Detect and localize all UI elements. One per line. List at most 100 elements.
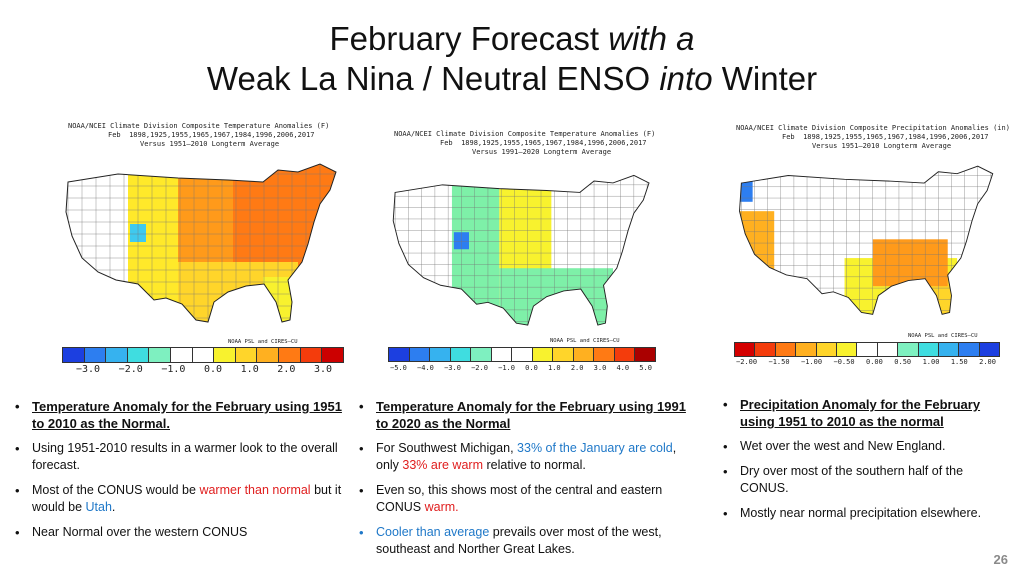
color-scale-cell	[573, 348, 595, 361]
color-scale-cell	[389, 348, 410, 361]
color-scale-tick-label: −1.0	[498, 364, 515, 372]
bullet-item: • Cooler than average prevails over most …	[359, 525, 662, 556]
color-scale-tick-label: 0.00	[866, 358, 883, 366]
column-heading: • Temperature Anomaly for the February us…	[15, 399, 342, 431]
color-scale-tick-label: 5.0	[639, 364, 652, 372]
color-scale-tick-label: 1.50	[950, 358, 968, 366]
mountain-region	[128, 164, 178, 322]
text-column-2: • Temperature Anomaly for the February us…	[356, 398, 701, 566]
color-scale-cell	[553, 348, 574, 361]
color-scale-cell	[816, 343, 837, 356]
color-scale-cell	[450, 348, 472, 361]
color-scale-cell	[171, 348, 193, 362]
map-panel-precipitation: NOAA/NCEI Climate Division Composite Pre…	[728, 120, 1010, 375]
color-scale-tick-label: 4.0	[616, 364, 630, 372]
map-header: Versus 1951–2010 Longterm Average	[140, 140, 280, 148]
map-header: NOAA/NCEI Climate Division Composite Tem…	[394, 130, 656, 138]
color-scale-cell	[235, 348, 258, 362]
color-scale-ticks: −2.00 −1.50 −1.00 −0.50 0.00 0.50 1.00 1.50 2.00	[736, 358, 996, 366]
text-column-1: • Temperature Anomaly for the February us…	[12, 398, 342, 549]
bullet-item: • Wet over the west and New England.	[723, 439, 946, 454]
map-header: Versus 1991–2020 Longterm Average	[472, 148, 612, 156]
map-header: NOAA/NCEI Climate Division Composite Tem…	[68, 122, 330, 130]
color-scale-cell	[409, 348, 431, 361]
map-panel-temp-1951: NOAA/NCEI Climate Division Composite Tem…	[58, 118, 348, 380]
color-scale-tick-label: −0.50	[833, 358, 855, 366]
color-scale-bar	[734, 342, 1000, 357]
color-scale-tick-label: −2.00	[736, 358, 758, 366]
color-scale-cell	[471, 348, 492, 361]
us-map-precipitation-anomaly	[739, 165, 994, 315]
bullet-item: • For Southwest Michigan, 33% of the Janu…	[359, 441, 677, 472]
color-scale-tick-label: −4.0	[417, 364, 434, 372]
color-scale-tick-label: 2.0	[277, 364, 296, 375]
color-scale-cell	[898, 343, 919, 356]
color-scale-tick-label: 1.0	[547, 364, 561, 372]
northwest-region	[739, 173, 753, 202]
color-scale-ticks: −3.0 −2.0 −1.0 0.0 1.0 2.0 3.0	[76, 364, 332, 375]
color-scale-tick-label: −5.0	[390, 364, 407, 372]
color-scale-tick-label: 3.0	[593, 364, 607, 372]
color-scale-cell	[149, 348, 172, 362]
color-scale-cell	[322, 348, 343, 362]
color-scale-tick-label: −2.0	[471, 364, 488, 372]
color-scale-cell	[857, 343, 878, 356]
color-scale-cell	[594, 348, 615, 361]
us-map-temperature-anomaly	[65, 163, 337, 323]
color-scale-tick-label: −1.0	[161, 364, 186, 375]
column-heading: • Temperature Anomaly for the February us…	[359, 399, 686, 431]
color-scale-cell	[877, 343, 899, 356]
color-scale-tick-label: 0.0	[204, 364, 223, 375]
map-header: Feb 1898,1925,1955,1965,1967,1984,1996,2…	[440, 139, 647, 147]
column-heading: • Precipitation Anomaly for the February …	[723, 397, 981, 429]
bullet-item: • Even so, this shows most of the central…	[359, 483, 663, 514]
color-scale-tick-label: 3.0	[313, 364, 332, 375]
color-scale-ticks: −5.0 −4.0 −3.0 −2.0 −1.0 0.0 1.0 2.0 3.0 4.0 5.0	[390, 364, 652, 372]
color-scale-cell	[796, 343, 817, 356]
color-scale-cell	[836, 343, 858, 356]
color-scale-cell	[755, 343, 776, 356]
color-scale-cell	[735, 343, 756, 356]
map-panel-temp-1991: NOAA/NCEI Climate Division Composite Tem…	[380, 126, 665, 381]
florida-region	[263, 277, 303, 322]
color-scale-cell	[63, 348, 85, 362]
color-scale-tick-label: 0.0	[525, 364, 538, 372]
color-scale-cell	[491, 348, 513, 361]
southeast-region	[872, 239, 948, 287]
map-credit: NOAA PSL and CIRES–CU	[550, 338, 620, 344]
color-scale-cell	[192, 348, 215, 362]
slide-title-line-2: Weak La Nina / Neutral ENSO into Winter	[206, 60, 818, 97]
map-credit: NOAA PSL and CIRES–CU	[908, 333, 978, 339]
mountain-region	[797, 166, 845, 315]
florida-region	[579, 282, 618, 326]
color-scale-cell	[938, 343, 960, 356]
color-scale-tick-label: 0.50	[894, 358, 912, 366]
west-region	[66, 164, 128, 322]
color-scale-cell	[512, 348, 533, 361]
west-region	[393, 175, 452, 326]
color-scale-cell	[959, 343, 980, 356]
color-scale-cell	[214, 348, 236, 362]
color-scale-tick-label: −3.0	[444, 364, 461, 372]
text-column-3: • Precipitation Anomaly for the February …	[720, 396, 1015, 530]
map-credit: NOAA PSL and CIRES–CU	[228, 339, 298, 345]
bullet-item: • Using 1951-2010 results in a warmer loo…	[15, 441, 338, 472]
color-scale-cell	[127, 348, 150, 362]
conus-outline	[392, 174, 650, 326]
map-header: NOAA/NCEI Climate Division Composite Pre…	[736, 124, 1010, 132]
conus-outline	[739, 165, 994, 315]
conus-outline	[65, 163, 337, 323]
color-scale-tick-label: −1.50	[768, 358, 790, 366]
map-header: Feb 1898,1925,1955,1965,1967,1984,1996,2…	[108, 131, 315, 139]
color-scale-cell	[635, 348, 655, 361]
color-scale-cell	[775, 343, 797, 356]
color-scale-cell	[257, 348, 280, 362]
color-scale-tick-label: 1.0	[240, 364, 259, 375]
color-scale-tick-label: 2.0	[570, 364, 584, 372]
bullet-item: • Near Normal over the western CONUS	[15, 525, 248, 540]
color-scale-cell	[430, 348, 451, 361]
color-scale-cell	[106, 348, 128, 362]
california-region	[739, 211, 775, 287]
bullet-item: • Dry over most of the southern half of t…	[723, 464, 964, 495]
color-scale-tick-label: −1.00	[801, 358, 823, 366]
